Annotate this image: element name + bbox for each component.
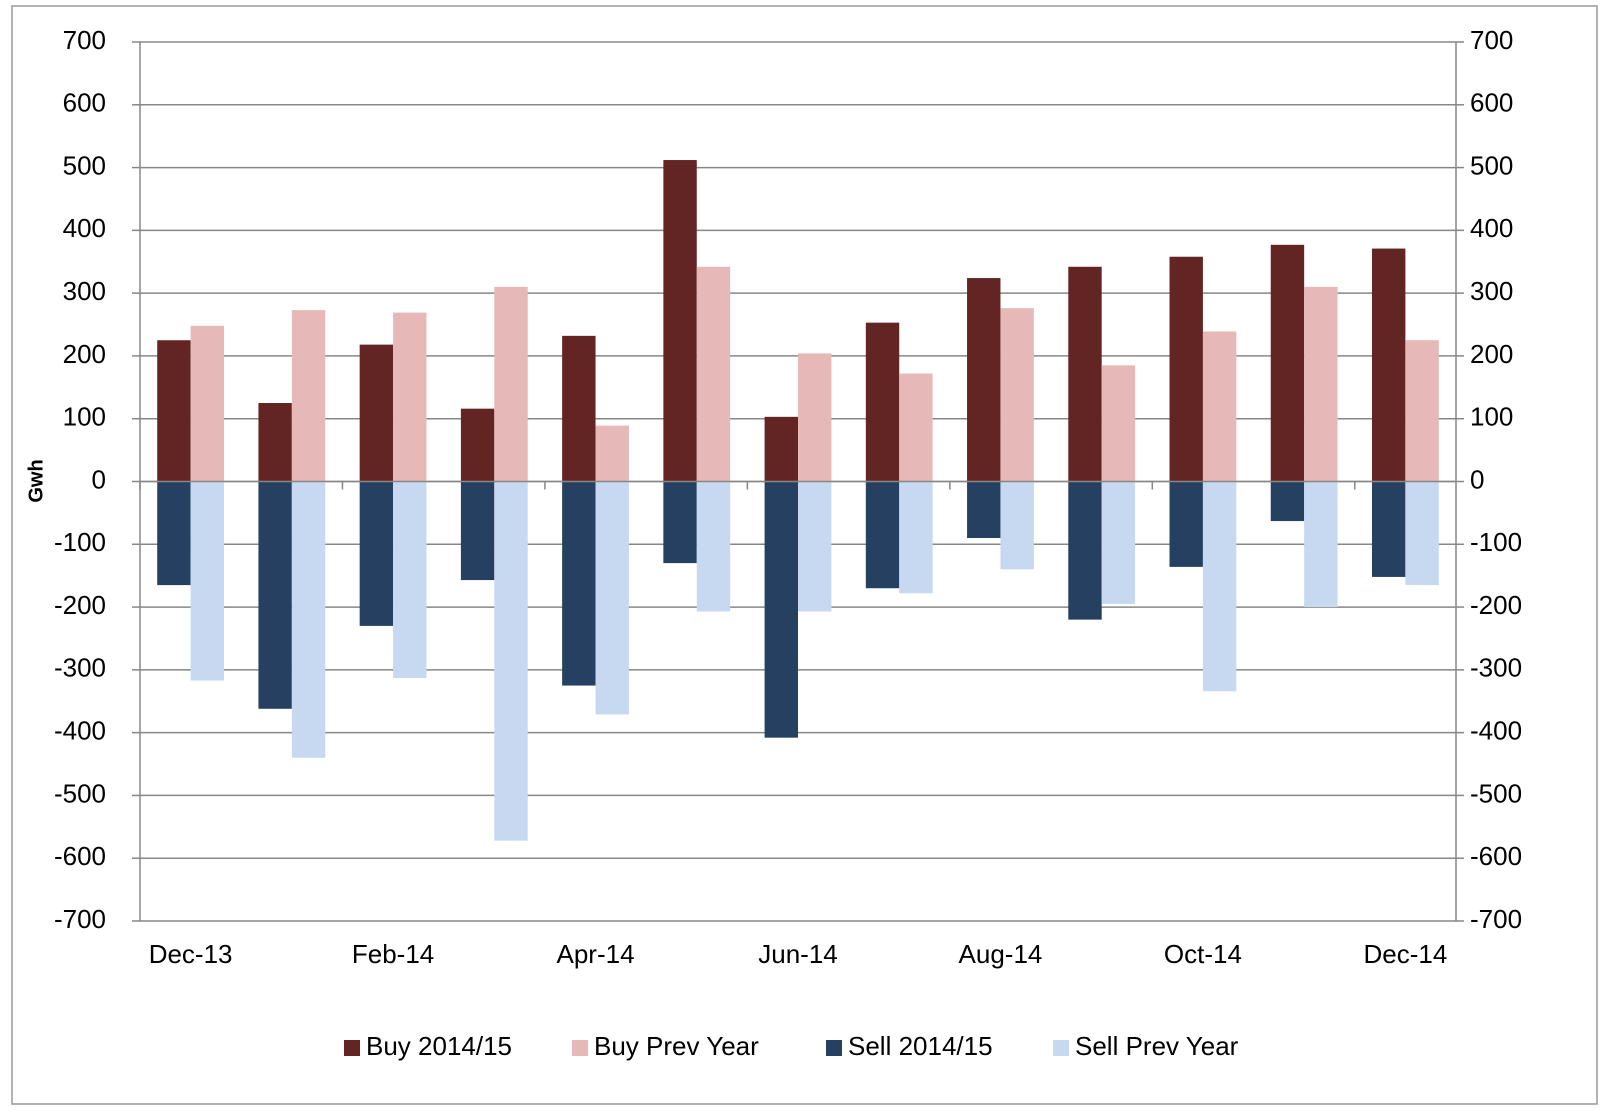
bar [595,481,629,715]
bar [1405,340,1439,482]
bar [865,481,900,589]
bar [764,416,798,482]
bar [393,312,427,482]
y-tick-label: 700 [63,25,106,55]
bar [1000,308,1034,482]
bar [1000,481,1034,570]
legend-swatch [1053,1040,1069,1056]
bar [1068,266,1102,482]
bar [291,481,326,758]
bar [663,160,697,482]
x-tick-label: Dec-13 [149,939,233,969]
y-tick-label: -500 [54,778,106,808]
y2-tick-label: -400 [1470,716,1522,746]
y-tick-label: 600 [63,88,106,118]
bar [562,335,596,482]
bar [1371,481,1406,577]
bar [967,278,1001,482]
bar [460,408,495,482]
bar [291,310,326,482]
bar [494,286,528,482]
y2-tick-label: 300 [1470,276,1513,306]
bar [1270,244,1305,482]
bar [1068,481,1102,620]
bar [157,481,191,586]
x-tick-label: Aug-14 [959,939,1043,969]
y2-tick-label: -300 [1470,653,1522,683]
y-tick-label: -100 [54,527,106,557]
legend-label: Sell Prev Year [1075,1031,1239,1061]
y2-tick-label: 700 [1470,25,1513,55]
bar [798,481,832,612]
y-tick-label: -700 [54,904,106,934]
y2-tick-label: 100 [1470,402,1513,432]
y2-tick-label: 600 [1470,88,1513,118]
legend-label: Buy Prev Year [594,1031,759,1061]
x-tick-label: Dec-14 [1363,939,1447,969]
y2-tick-label: 200 [1470,339,1513,369]
y-tick-label: -300 [54,653,106,683]
bar [562,481,596,686]
y-tick-label: 300 [63,276,106,306]
bar [865,322,900,482]
bar [359,344,394,482]
y2-tick-label: -600 [1470,841,1522,871]
x-tick-label: Oct-14 [1164,939,1242,969]
bar [1270,481,1305,522]
bar [1405,481,1439,586]
legend-swatch [572,1040,588,1056]
bar [1169,256,1203,482]
y2-tick-label: -700 [1470,904,1522,934]
bar [393,481,427,679]
y-tick-label: 100 [63,402,106,432]
y2-tick-label: -200 [1470,590,1522,620]
legend-label: Buy 2014/15 [366,1031,512,1061]
legend-swatch [826,1040,842,1056]
bar [899,481,933,594]
bar [258,481,292,709]
y-tick-label: 400 [63,213,106,243]
y-tick-label: -400 [54,716,106,746]
bar [696,266,731,482]
x-tick-label: Apr-14 [557,939,635,969]
bar [494,481,528,841]
bar [1371,248,1406,482]
bar [1101,481,1136,604]
x-tick-label: Feb-14 [352,939,434,969]
bar [1101,365,1136,482]
bar [764,481,798,738]
bar [696,481,731,612]
bar [967,481,1001,539]
y-axis-label: Gwh [25,459,47,502]
y2-tick-label: 0 [1470,464,1484,494]
y2-tick-label: -500 [1470,778,1522,808]
bar [1169,481,1203,567]
bar [190,325,225,482]
y2-tick-label: 500 [1470,150,1513,180]
bar [798,353,832,482]
y-tick-label: 500 [63,150,106,180]
y2-tick-label: 400 [1470,213,1513,243]
y-tick-label: 200 [63,339,106,369]
bar [899,373,933,482]
y2-tick-label: -100 [1470,527,1522,557]
y-tick-label: -600 [54,841,106,871]
y-tick-label: 0 [92,464,106,494]
bar [1304,481,1338,608]
bar [663,481,697,564]
legend-swatch [344,1040,360,1056]
bar [359,481,394,626]
bar [1202,331,1237,482]
bar [1202,481,1237,692]
bar [190,481,225,681]
bar [1304,286,1338,482]
legend-label: Sell 2014/15 [848,1031,993,1061]
bar [157,340,191,482]
bar [595,425,629,482]
bar [258,403,292,482]
x-tick-label: Jun-14 [758,939,838,969]
bar [460,481,495,581]
y-tick-label: -200 [54,590,106,620]
